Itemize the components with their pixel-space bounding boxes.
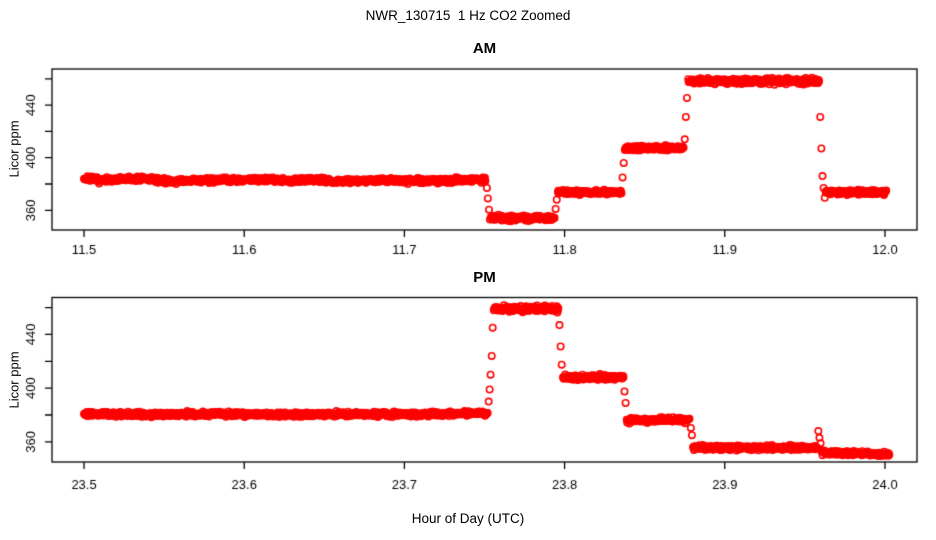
x-axis-label: Hour of Day (UTC) [411,511,525,526]
pm-plot-title: PM [473,269,496,286]
figure-title: NWR_130715 1 Hz CO2 Zoomed [365,8,571,23]
pm-y-axis-label: Licor ppm [6,351,22,409]
am-y-axis-label: Licor ppm [6,120,22,178]
am-plot-title: AM [472,40,497,57]
